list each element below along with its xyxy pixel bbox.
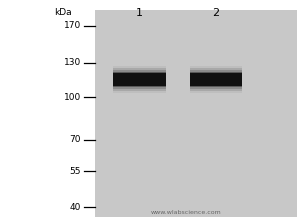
Text: 170: 170: [64, 21, 81, 30]
Text: 130: 130: [64, 58, 81, 67]
Text: kDa: kDa: [54, 8, 72, 17]
Bar: [190, 68, 242, 73]
Text: 70: 70: [70, 136, 81, 144]
Bar: [113, 86, 166, 91]
Text: 100: 100: [64, 93, 81, 102]
Bar: [190, 66, 242, 73]
Bar: [190, 86, 242, 93]
Bar: [190, 86, 242, 91]
Bar: [113, 66, 166, 73]
Bar: [190, 72, 242, 87]
Text: 40: 40: [70, 203, 81, 212]
Text: www.wlabscience.com: www.wlabscience.com: [151, 211, 221, 215]
Bar: [113, 70, 166, 73]
Bar: [190, 70, 242, 73]
Bar: [94, 10, 297, 217]
Text: 55: 55: [70, 167, 81, 176]
Bar: [113, 86, 166, 89]
Bar: [113, 72, 166, 87]
Bar: [113, 86, 166, 93]
Text: 2: 2: [212, 8, 220, 18]
Bar: [190, 86, 242, 89]
Text: 1: 1: [136, 8, 143, 18]
Bar: [113, 68, 166, 73]
